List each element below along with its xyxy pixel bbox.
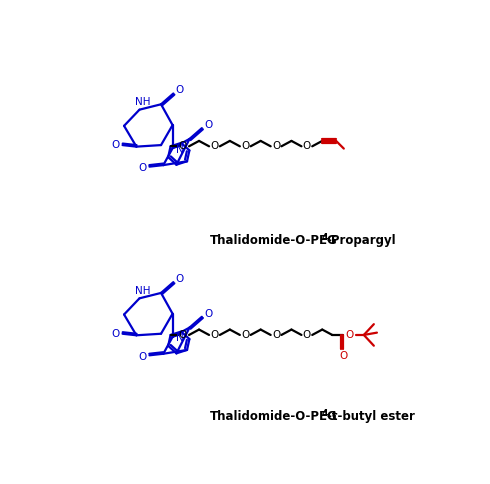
Text: N: N bbox=[176, 145, 184, 155]
Text: O: O bbox=[175, 85, 184, 95]
Text: O: O bbox=[210, 141, 219, 151]
Text: Thalidomide-O-PEG: Thalidomide-O-PEG bbox=[210, 409, 337, 423]
Text: O: O bbox=[272, 330, 280, 340]
Text: O: O bbox=[139, 163, 147, 173]
Text: 4: 4 bbox=[321, 233, 328, 242]
Text: O: O bbox=[346, 330, 354, 340]
Text: O: O bbox=[175, 274, 184, 284]
Text: O: O bbox=[272, 141, 280, 151]
Text: O: O bbox=[339, 351, 347, 361]
Text: -Propargyl: -Propargyl bbox=[327, 234, 396, 247]
Text: Thalidomide-O-PEG: Thalidomide-O-PEG bbox=[210, 234, 337, 247]
Text: O: O bbox=[179, 330, 187, 340]
Text: O: O bbox=[112, 329, 120, 339]
Text: -t-butyl ester: -t-butyl ester bbox=[327, 409, 415, 423]
Text: O: O bbox=[303, 141, 311, 151]
Text: O: O bbox=[139, 352, 147, 362]
Text: O: O bbox=[112, 140, 120, 150]
Text: NH: NH bbox=[135, 286, 150, 296]
Text: NH: NH bbox=[135, 97, 150, 107]
Text: O: O bbox=[241, 330, 249, 340]
Text: N: N bbox=[176, 333, 184, 343]
Text: O: O bbox=[241, 141, 249, 151]
Text: O: O bbox=[204, 120, 212, 130]
Text: 4: 4 bbox=[321, 409, 328, 418]
Text: O: O bbox=[303, 330, 311, 340]
Text: O: O bbox=[204, 309, 212, 319]
Text: O: O bbox=[179, 141, 187, 151]
Text: O: O bbox=[210, 330, 219, 340]
